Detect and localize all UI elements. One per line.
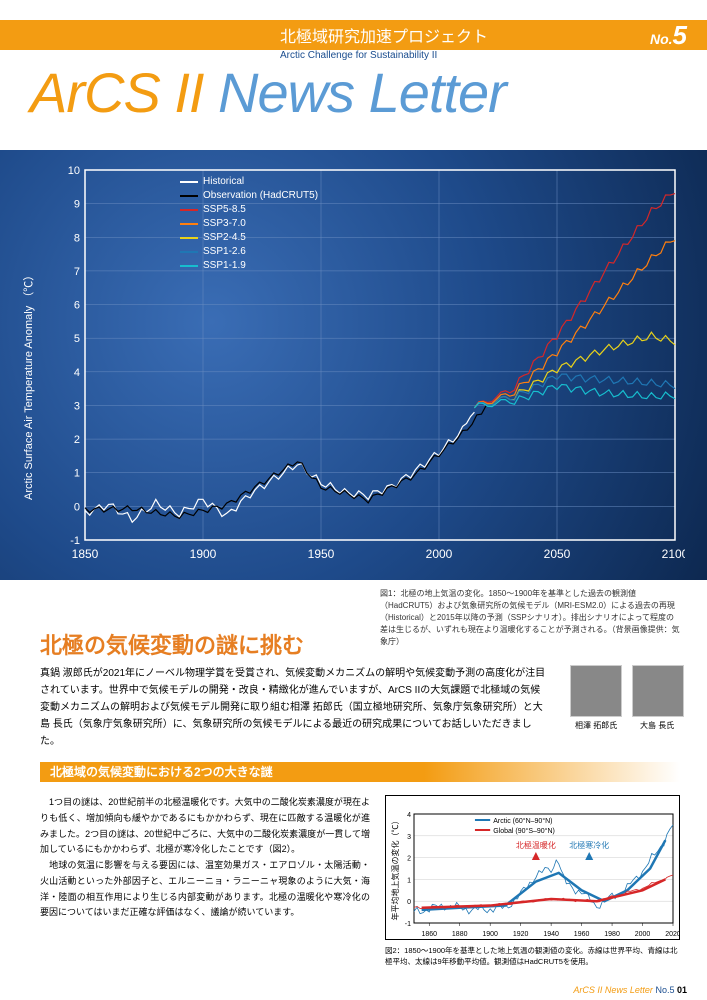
footer: ArCS II News Letter No.5 01 bbox=[573, 985, 687, 995]
svg-text:1860: 1860 bbox=[421, 931, 437, 938]
author-photo-1 bbox=[570, 665, 622, 717]
chart1: -1 0 1 2 3 4 5 6 7 8 9 10 1850 1900 1950 2000 2050 2100 bbox=[55, 160, 685, 570]
chart2-caption: 図2：1850〜1900年を基準とした地上気温の観測値の変化。赤線は世界平均、青… bbox=[385, 946, 680, 967]
svg-text:1: 1 bbox=[407, 877, 411, 884]
svg-text:北極寒冷化: 北極寒冷化 bbox=[569, 840, 609, 850]
svg-text:0: 0 bbox=[407, 899, 411, 906]
svg-text:年平均地上気温の変化（℃）: 年平均地上気温の変化（℃） bbox=[390, 817, 400, 921]
newsletter-title: ArCS II News Letter bbox=[30, 60, 506, 125]
chart1-ylabel: Arctic Surface Air Temperature Anomaly （… bbox=[20, 270, 36, 500]
svg-text:1950: 1950 bbox=[308, 547, 335, 561]
svg-text:6: 6 bbox=[74, 300, 80, 312]
svg-text:3: 3 bbox=[407, 834, 411, 841]
svg-text:1850: 1850 bbox=[72, 547, 99, 561]
article-intro: 真鍋 淑郎氏が2021年にノーベル物理学賞を受賞され、気候変動メカニズムの解明や… bbox=[40, 665, 550, 750]
svg-text:1: 1 bbox=[74, 468, 80, 480]
svg-text:5: 5 bbox=[74, 333, 80, 345]
svg-text:8: 8 bbox=[74, 232, 80, 244]
svg-text:2050: 2050 bbox=[544, 547, 571, 561]
svg-text:4: 4 bbox=[74, 367, 80, 379]
svg-text:Global (90°S–90°N): Global (90°S–90°N) bbox=[493, 827, 555, 835]
chart2: -1 0 1 2 3 4 1860 1880 1900 1920 1940 1960 1980 2000 2… bbox=[385, 795, 680, 940]
svg-text:7: 7 bbox=[74, 266, 80, 278]
svg-text:-1: -1 bbox=[405, 921, 411, 928]
section-title: 北極域の気候変動における2つの大きな謎 bbox=[40, 762, 680, 782]
header-band: 北極域研究加速プロジェクト No.5 bbox=[0, 20, 707, 50]
svg-text:2100: 2100 bbox=[662, 547, 685, 561]
svg-text:1960: 1960 bbox=[574, 931, 590, 938]
author-name-2: 大島 長氏 bbox=[640, 720, 674, 731]
author-photo-2 bbox=[632, 665, 684, 717]
svg-text:2020: 2020 bbox=[665, 931, 680, 938]
svg-text:1880: 1880 bbox=[452, 931, 468, 938]
svg-text:0: 0 bbox=[74, 501, 80, 513]
svg-text:1940: 1940 bbox=[543, 931, 559, 938]
svg-text:-1: -1 bbox=[70, 535, 80, 547]
svg-text:9: 9 bbox=[74, 199, 80, 211]
svg-text:1980: 1980 bbox=[604, 931, 620, 938]
article-headline: 北極の気候変動の謎に挑む bbox=[40, 628, 304, 660]
svg-text:北極温暖化: 北極温暖化 bbox=[516, 840, 556, 850]
svg-text:2000: 2000 bbox=[426, 547, 453, 561]
issue-number: No.5 bbox=[650, 20, 687, 51]
author-name-1: 相澤 拓郎氏 bbox=[575, 720, 617, 731]
chart1-area: Arctic Surface Air Temperature Anomaly （… bbox=[0, 150, 707, 580]
svg-text:1900: 1900 bbox=[190, 547, 217, 561]
svg-text:4: 4 bbox=[407, 812, 411, 819]
svg-text:1900: 1900 bbox=[482, 931, 498, 938]
svg-text:2000: 2000 bbox=[635, 931, 651, 938]
svg-text:3: 3 bbox=[74, 400, 80, 412]
svg-text:2: 2 bbox=[74, 434, 80, 446]
project-title-ja: 北極域研究加速プロジェクト bbox=[280, 23, 488, 47]
chart1-caption: 図1：北極の地上気温の変化。1850〜1900年を基準とした過去の観測値（Had… bbox=[380, 588, 680, 648]
svg-text:Arctic (60°N–90°N): Arctic (60°N–90°N) bbox=[493, 817, 552, 825]
svg-text:2: 2 bbox=[407, 856, 411, 863]
chart1-legend: HistoricalObservation (HadCRUT5)SSP5-8.5… bbox=[180, 175, 318, 273]
body-text: 1つ目の謎は、20世紀前半の北極温暖化です。大気中の二酸化炭素濃度が現在よりも低… bbox=[40, 795, 370, 921]
svg-text:1920: 1920 bbox=[513, 931, 529, 938]
svg-text:10: 10 bbox=[68, 165, 80, 177]
